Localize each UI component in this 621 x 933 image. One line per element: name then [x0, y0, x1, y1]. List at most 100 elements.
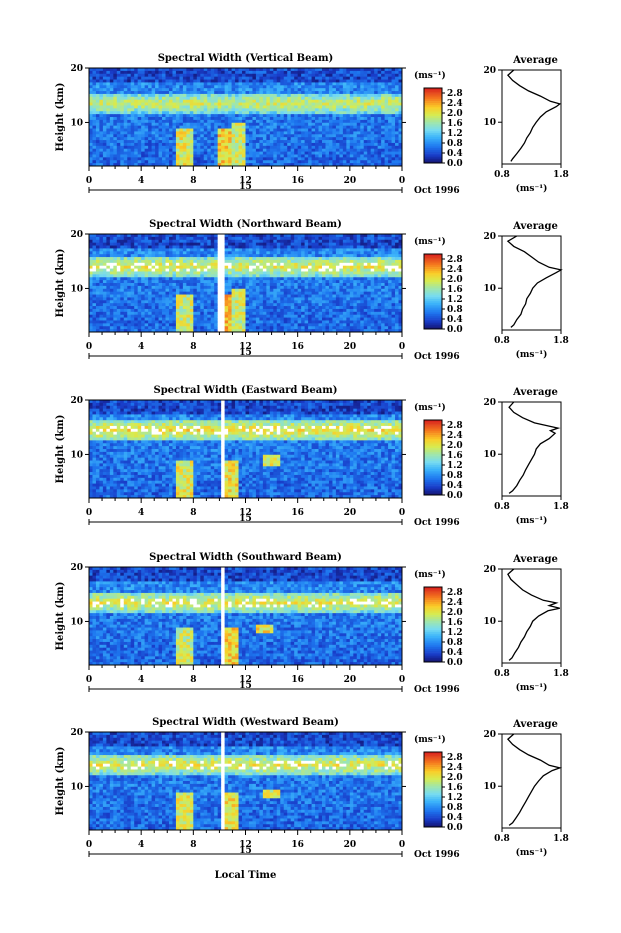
- heatmap-cell: [346, 114, 350, 117]
- heatmap-cell: [259, 237, 263, 240]
- heatmap-cell: [395, 108, 399, 111]
- heatmap-cell: [280, 108, 284, 111]
- heatmap-cell: [106, 77, 110, 80]
- heatmap-cell: [235, 303, 239, 306]
- colorbar-segment: [424, 99, 442, 101]
- heatmap-cell: [266, 274, 270, 277]
- heatmap-cell: [152, 323, 156, 326]
- heatmap-cell: [343, 111, 347, 114]
- heatmap-cell: [392, 149, 396, 152]
- heatmap-cell: [155, 94, 159, 97]
- heatmap-cell: [179, 312, 183, 315]
- heatmap-cell: [329, 108, 333, 111]
- heatmap-cell: [106, 126, 110, 129]
- heatmap-cell: [221, 277, 225, 280]
- heatmap-cell: [127, 88, 131, 91]
- heatmap-cell: [239, 111, 243, 114]
- heatmap-cell: [246, 74, 250, 77]
- heatmap-cell: [120, 326, 124, 329]
- heatmap-cell: [193, 240, 197, 243]
- heatmap-cell: [200, 289, 204, 292]
- heatmap-cell: [92, 277, 96, 280]
- heatmap-cell: [252, 105, 256, 108]
- heatmap-cell: [145, 306, 149, 309]
- heatmap-cell: [207, 105, 211, 108]
- heatmap-cell: [89, 306, 93, 309]
- heatmap-cell: [378, 77, 382, 80]
- heatmap-cell: [179, 315, 183, 318]
- heatmap-cell: [148, 283, 152, 286]
- heatmap-cell: [239, 117, 243, 120]
- heatmap-cell: [301, 71, 305, 74]
- heatmap-cell: [246, 303, 250, 306]
- heatmap-cell: [371, 146, 375, 149]
- heatmap-cell: [395, 143, 399, 146]
- heatmap-cell: [350, 77, 354, 80]
- heatmap-cell: [134, 120, 138, 123]
- heatmap-cell: [252, 297, 256, 300]
- heatmap-cell: [332, 123, 336, 126]
- heatmap-cell: [113, 131, 117, 134]
- heatmap-cell: [367, 114, 371, 117]
- heatmap-cell: [127, 91, 131, 94]
- heatmap-cell: [329, 103, 333, 106]
- heatmap-cell: [263, 126, 267, 129]
- heatmap-cell: [138, 246, 142, 249]
- heatmap-cell: [266, 85, 270, 88]
- heatmap-cell: [207, 157, 211, 160]
- heatmap-cell: [381, 82, 385, 85]
- heatmap-cell: [110, 100, 114, 103]
- heatmap-cell: [110, 111, 114, 114]
- colorbar-tick-label: 0.8: [447, 139, 463, 149]
- heatmap-cell: [155, 120, 159, 123]
- heatmap-cell: [159, 88, 163, 91]
- heatmap-cell: [166, 129, 170, 132]
- heatmap-cell: [197, 80, 201, 83]
- heatmap-cell: [159, 82, 163, 85]
- heatmap-cell: [259, 263, 263, 266]
- heatmap-cell: [169, 154, 173, 157]
- heatmap-cell: [378, 160, 382, 163]
- avg-x-tick-label: 0.8: [494, 170, 510, 180]
- heatmap-cell: [364, 134, 368, 137]
- heatmap-cell: [193, 269, 197, 272]
- heatmap-cell: [277, 154, 281, 157]
- heatmap-cell: [200, 143, 204, 146]
- heatmap-cell: [176, 123, 180, 126]
- heatmap-cell: [381, 149, 385, 152]
- heatmap-cell: [186, 246, 190, 249]
- heatmap-cell: [242, 91, 246, 94]
- heatmap-cell: [298, 88, 302, 91]
- heatmap-cell: [249, 154, 253, 157]
- heatmap-cell: [127, 277, 131, 280]
- heatmap-cell: [301, 100, 305, 103]
- heatmap-cell: [308, 94, 312, 97]
- heatmap-cell: [155, 114, 159, 117]
- heatmap-cell: [346, 94, 350, 97]
- heatmap-cell: [145, 309, 149, 312]
- heatmap-cell: [305, 80, 309, 83]
- heatmap-cell: [179, 274, 183, 277]
- heatmap-cell: [259, 123, 263, 126]
- heatmap-cell: [113, 237, 117, 240]
- heatmap-cell: [371, 80, 375, 83]
- heatmap-cell: [252, 140, 256, 143]
- heatmap-cell: [152, 254, 156, 257]
- heatmap-cell: [99, 160, 103, 163]
- heatmap-cell: [211, 71, 215, 74]
- heatmap-cell: [152, 280, 156, 283]
- heatmap-cell: [270, 157, 274, 160]
- heatmap-cell: [395, 120, 399, 123]
- heatmap-cell: [256, 120, 260, 123]
- heatmap-cell: [388, 80, 392, 83]
- heatmap-cell: [162, 154, 166, 157]
- heatmap-cell: [127, 105, 131, 108]
- heatmap-cell: [169, 240, 173, 243]
- heatmap-cell: [357, 77, 361, 80]
- heatmap-cell: [172, 134, 176, 137]
- heatmap-cell: [339, 157, 343, 160]
- heatmap-cell: [148, 295, 152, 298]
- heatmap-cell: [395, 154, 399, 157]
- heatmap-cell: [350, 94, 354, 97]
- heatmap-cell: [211, 237, 215, 240]
